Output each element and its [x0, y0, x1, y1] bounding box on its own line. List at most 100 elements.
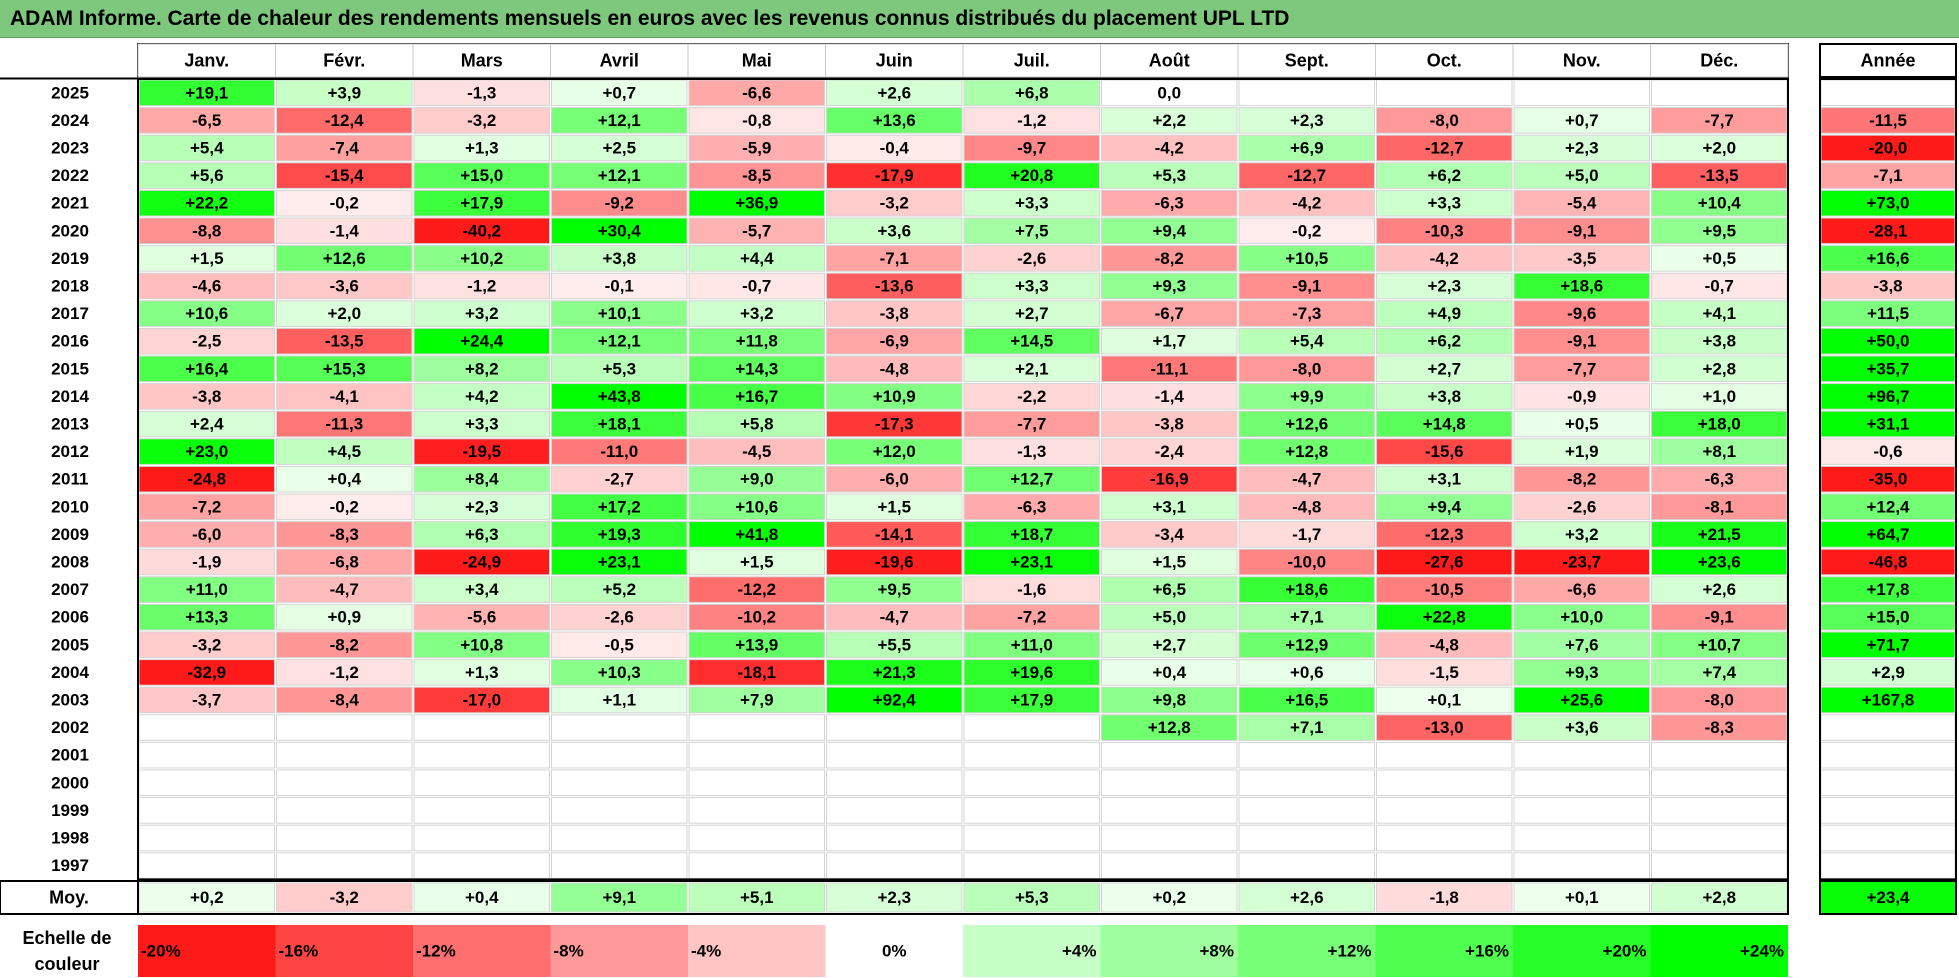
cell-value: -12,7	[1425, 139, 1464, 158]
heatmap-cell	[826, 603, 963, 631]
cell-value: +2,8	[1702, 359, 1736, 378]
heatmap-cell	[276, 189, 413, 217]
heatmap-cell	[276, 134, 413, 162]
heatmap-cell	[688, 300, 825, 327]
cell-value: +13,9	[735, 635, 778, 654]
heatmap-cell	[963, 410, 1100, 438]
year-label: 2025	[51, 83, 89, 102]
annual-value: +96,7	[1866, 387, 1909, 406]
heatmap-cell	[1238, 465, 1375, 493]
heatmap-cell	[413, 686, 550, 714]
average-value: +0,2	[190, 888, 224, 907]
cell-value: +3,8	[1427, 387, 1461, 406]
heatmap-cell	[138, 493, 275, 521]
heatmap-cell	[963, 327, 1100, 355]
heatmap-cell	[826, 217, 963, 245]
cell-value: +2,6	[877, 83, 911, 102]
cell-value: +43,8	[598, 387, 641, 406]
annual-body-frame	[1819, 78, 1957, 881]
year-label: 1998	[51, 829, 89, 848]
year-label: 2002	[51, 718, 89, 737]
heatmap-cell	[138, 576, 275, 603]
heatmap-cell	[688, 245, 825, 272]
heatmap-cell	[413, 189, 550, 217]
color-scale-stop-label: -8%	[554, 942, 584, 961]
cell-value: -0,1	[605, 277, 634, 296]
cell-value: -8,2	[1567, 470, 1596, 489]
heatmap-cell	[688, 383, 825, 410]
annual-cell	[1820, 107, 1956, 134]
heatmap-cell	[963, 576, 1100, 603]
cell-value: +8,2	[465, 359, 499, 378]
month-header-cell	[137, 43, 276, 78]
color-scale-stop-label: +20%	[1603, 942, 1647, 961]
annual-value: -7,1	[1873, 166, 1902, 185]
cell-value: +0,7	[1565, 111, 1599, 130]
heatmap-cell	[1101, 659, 1238, 686]
cell-value: +15,0	[460, 166, 503, 185]
average-value: +9,1	[602, 888, 636, 907]
heatmap-cell	[1238, 79, 1375, 107]
cell-value: +4,1	[1702, 304, 1736, 323]
heatmap-cell	[826, 631, 963, 659]
annual-cell	[1820, 686, 1956, 714]
heatmap-cell	[1651, 659, 1788, 686]
heatmap-cell	[276, 769, 413, 797]
heatmap-cell	[963, 79, 1100, 107]
month-header-label: Nov.	[1563, 51, 1601, 71]
cell-value: +12,1	[598, 111, 641, 130]
cell-value: +9,5	[1702, 221, 1736, 240]
cell-value: +10,2	[460, 249, 503, 268]
cell-value: -9,2	[605, 194, 634, 213]
color-scale-stop-label: +4%	[1062, 942, 1097, 961]
cell-value: -8,3	[330, 525, 359, 544]
cell-value: +7,5	[1015, 221, 1049, 240]
heatmap-cell	[276, 852, 413, 879]
heatmap-cell	[1513, 327, 1650, 355]
month-header-cell	[1100, 43, 1239, 78]
cell-value: +17,9	[460, 194, 503, 213]
color-scale-swatch	[1513, 925, 1651, 977]
cell-value: +10,9	[873, 387, 916, 406]
heatmap-cell	[413, 741, 550, 769]
cell-value: -0,2	[330, 497, 359, 516]
heatmap-cell	[688, 603, 825, 631]
heatmap-cell	[1651, 521, 1788, 548]
heatmap-cell	[1651, 300, 1788, 327]
cell-value: +1,3	[465, 663, 499, 682]
cell-value: -3,8	[1155, 415, 1184, 434]
month-header-label: Juin	[876, 51, 913, 71]
heatmap-cell	[688, 162, 825, 189]
cell-value: -3,6	[330, 277, 359, 296]
heatmap-cell	[276, 327, 413, 355]
cell-value: +5,3	[602, 359, 636, 378]
cell-value: -8,8	[192, 221, 221, 240]
heatmap-cell	[688, 714, 825, 741]
heatmap-cell	[1651, 410, 1788, 438]
heatmap-cell	[1101, 355, 1238, 383]
annual-cell	[1820, 659, 1956, 686]
month-header-label: Oct.	[1427, 51, 1462, 71]
heatmap-cell	[276, 576, 413, 603]
heatmap-cell	[1376, 576, 1513, 603]
cell-value: -0,7	[742, 277, 771, 296]
annual-value: -35,0	[1869, 470, 1908, 489]
heatmap-cell	[688, 465, 825, 493]
annual-cell	[1820, 383, 1956, 410]
heatmap-cell	[963, 300, 1100, 327]
cell-value: +1,5	[740, 553, 774, 572]
heatmap-cell	[1101, 272, 1238, 300]
heatmap-cell	[551, 272, 688, 300]
annual-cell	[1820, 300, 1956, 327]
average-cell	[688, 882, 825, 913]
cell-value: -8,4	[330, 691, 360, 710]
year-label: 2003	[51, 691, 89, 710]
cell-value: +1,0	[1702, 387, 1736, 406]
heatmap-cell	[688, 79, 825, 107]
heatmap-cell	[963, 162, 1100, 189]
month-header-label: Avril	[600, 51, 639, 71]
cell-value: -1,2	[467, 277, 496, 296]
heatmap-cell	[688, 107, 825, 134]
cell-value: +3,1	[1427, 470, 1461, 489]
heatmap-cell	[1238, 576, 1375, 603]
